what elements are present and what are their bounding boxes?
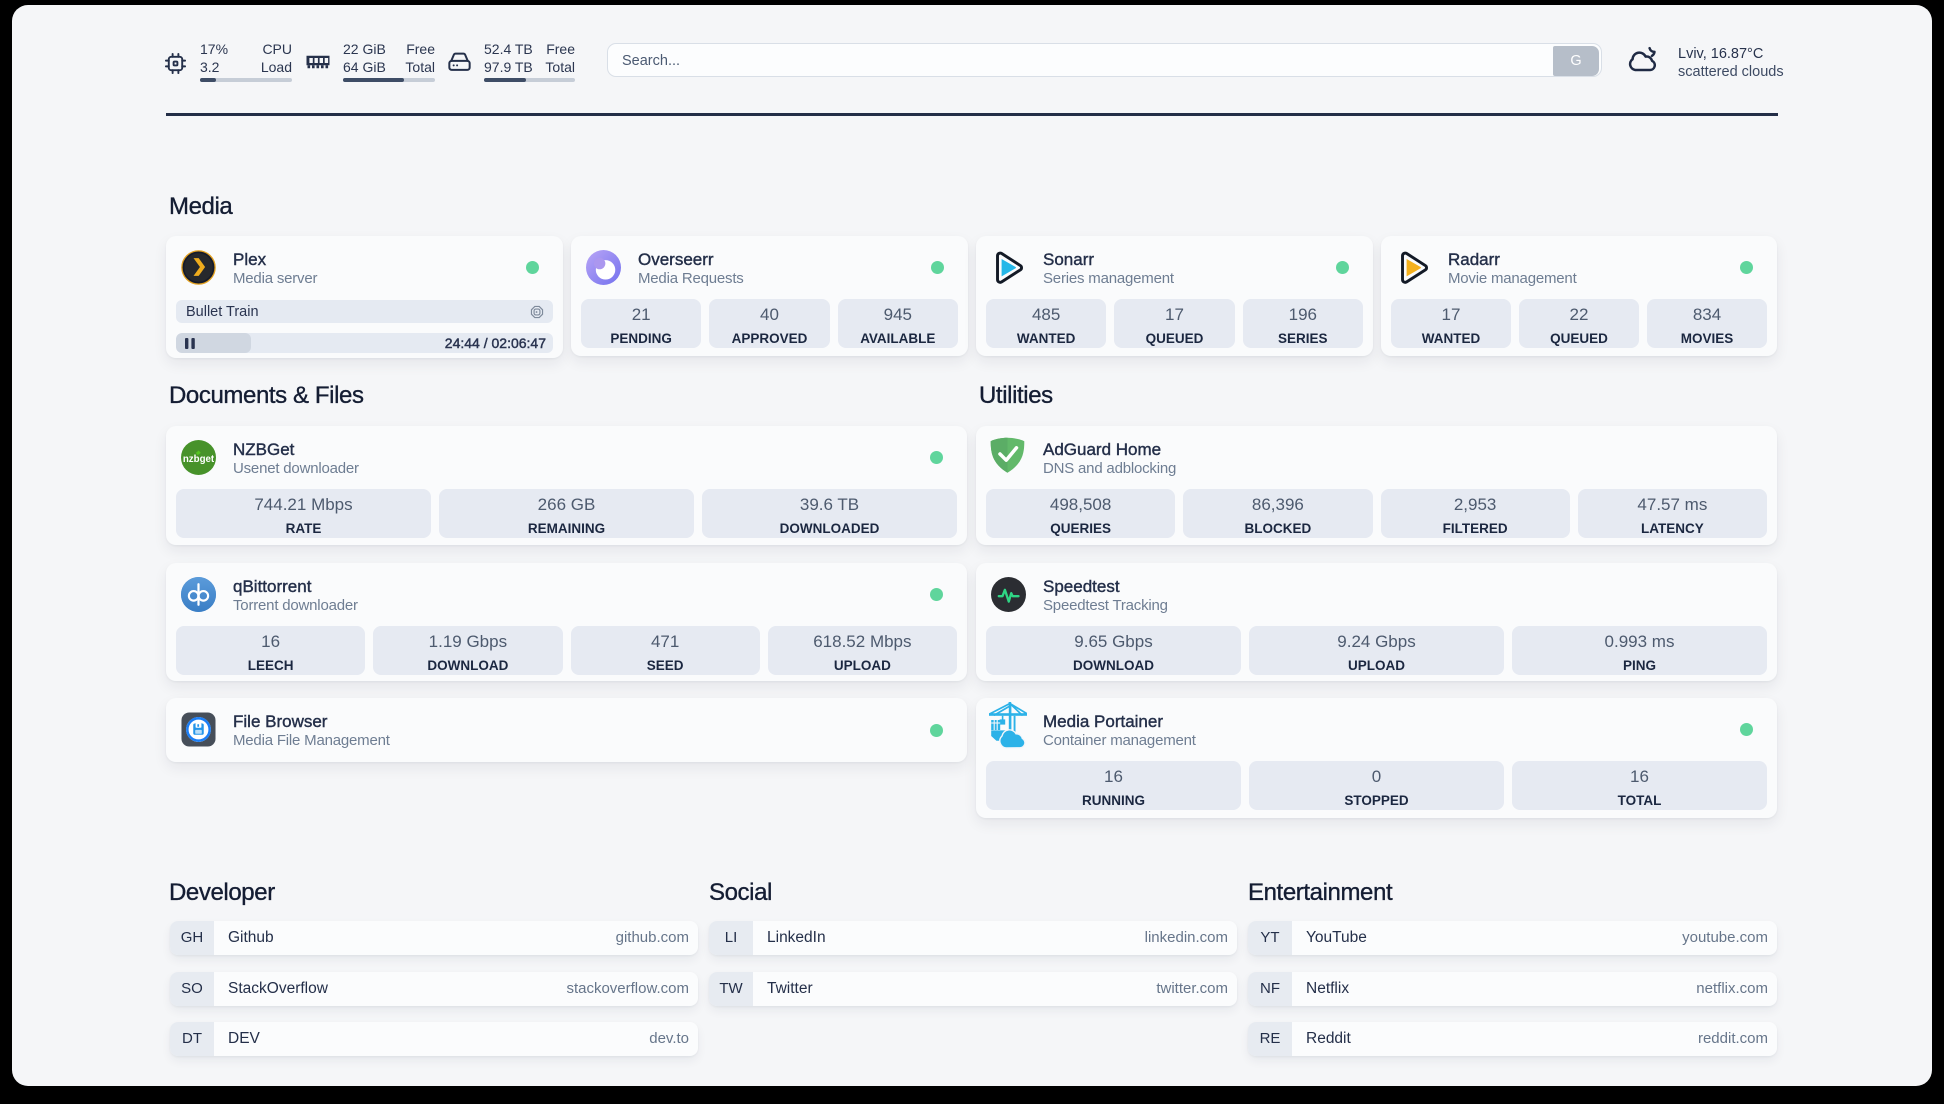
svg-text:nzbget: nzbget [183, 454, 215, 465]
